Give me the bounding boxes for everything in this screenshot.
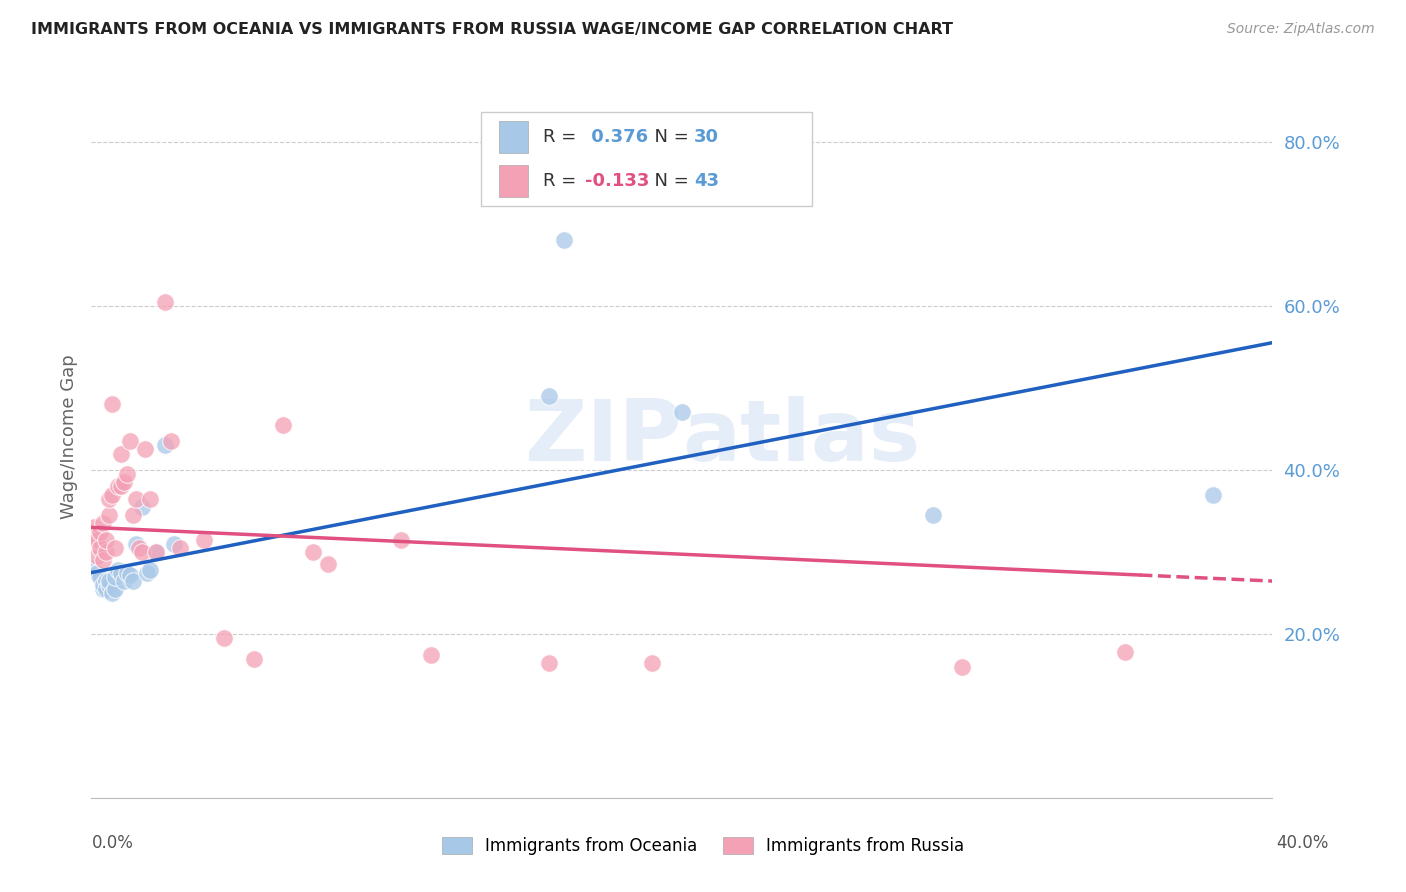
Point xyxy=(107,563,129,577)
Text: ZIP: ZIP xyxy=(524,395,682,479)
Point xyxy=(537,389,560,403)
Point xyxy=(273,417,295,432)
Text: atlas: atlas xyxy=(682,395,920,479)
Point xyxy=(553,233,575,247)
Point xyxy=(104,541,127,555)
Text: -0.133: -0.133 xyxy=(585,172,650,190)
Point xyxy=(86,566,108,580)
Point xyxy=(110,479,132,493)
Point xyxy=(124,537,148,551)
Point xyxy=(641,656,664,670)
Point xyxy=(128,541,150,555)
Point xyxy=(243,652,266,666)
Point xyxy=(115,467,138,481)
Text: Source: ZipAtlas.com: Source: ZipAtlas.com xyxy=(1227,22,1375,37)
Point xyxy=(91,553,114,567)
FancyBboxPatch shape xyxy=(481,112,811,206)
Point xyxy=(169,541,191,555)
Point xyxy=(112,574,135,588)
Point xyxy=(139,563,162,577)
Point xyxy=(91,582,114,596)
FancyBboxPatch shape xyxy=(499,165,529,197)
Text: 40.0%: 40.0% xyxy=(1277,834,1329,852)
Point xyxy=(671,405,693,419)
Point xyxy=(96,545,118,559)
Text: R =: R = xyxy=(543,128,582,146)
Text: 43: 43 xyxy=(693,172,718,190)
Point xyxy=(145,545,167,559)
Point xyxy=(136,566,159,580)
Point xyxy=(1202,487,1225,501)
Point xyxy=(389,533,413,547)
Point xyxy=(91,578,114,592)
Point xyxy=(110,446,132,460)
Point xyxy=(537,656,560,670)
Y-axis label: Wage/Income Gap: Wage/Income Gap xyxy=(59,355,77,519)
Point xyxy=(131,545,153,559)
Point xyxy=(160,434,183,449)
Point xyxy=(96,574,118,588)
Point xyxy=(950,660,973,674)
Point xyxy=(139,491,162,506)
Text: N =: N = xyxy=(643,172,695,190)
Point xyxy=(98,491,121,506)
Point xyxy=(112,475,135,490)
Point xyxy=(86,549,108,563)
Point xyxy=(86,533,108,547)
Point xyxy=(83,520,105,534)
Point xyxy=(89,541,111,555)
Text: N =: N = xyxy=(643,128,695,146)
Point xyxy=(91,516,114,531)
Point xyxy=(145,545,167,559)
Point xyxy=(131,500,153,514)
Point xyxy=(193,533,215,547)
Point xyxy=(104,582,127,596)
Point xyxy=(124,491,148,506)
Text: 0.0%: 0.0% xyxy=(91,834,134,852)
Text: 30: 30 xyxy=(693,128,718,146)
Point xyxy=(153,438,177,452)
Point xyxy=(118,434,141,449)
Point xyxy=(89,524,111,539)
Point xyxy=(83,561,105,575)
Legend: Immigrants from Oceania, Immigrants from Russia: Immigrants from Oceania, Immigrants from… xyxy=(436,830,970,862)
Point xyxy=(83,528,105,542)
Point xyxy=(104,569,127,583)
Point xyxy=(107,479,129,493)
Point xyxy=(121,508,143,522)
Point xyxy=(98,578,121,592)
Point xyxy=(98,508,121,522)
Point xyxy=(101,397,124,411)
Point xyxy=(301,545,323,559)
Text: R =: R = xyxy=(543,172,582,190)
Point xyxy=(316,558,339,572)
Point xyxy=(214,632,236,646)
Point xyxy=(419,648,441,662)
Point xyxy=(922,508,945,522)
Text: IMMIGRANTS FROM OCEANIA VS IMMIGRANTS FROM RUSSIA WAGE/INCOME GAP CORRELATION CH: IMMIGRANTS FROM OCEANIA VS IMMIGRANTS FR… xyxy=(31,22,953,37)
Point xyxy=(101,586,124,600)
Point xyxy=(153,294,177,309)
Point xyxy=(110,566,132,580)
Text: 0.376: 0.376 xyxy=(585,128,648,146)
FancyBboxPatch shape xyxy=(499,120,529,153)
Point xyxy=(115,566,138,580)
Point xyxy=(98,574,121,588)
Point xyxy=(101,487,124,501)
Point xyxy=(96,582,118,596)
Point xyxy=(121,574,143,588)
Point xyxy=(163,537,186,551)
Point xyxy=(118,568,141,582)
Point xyxy=(96,533,118,547)
Point xyxy=(89,569,111,583)
Point xyxy=(1114,645,1136,659)
Point xyxy=(134,442,156,457)
